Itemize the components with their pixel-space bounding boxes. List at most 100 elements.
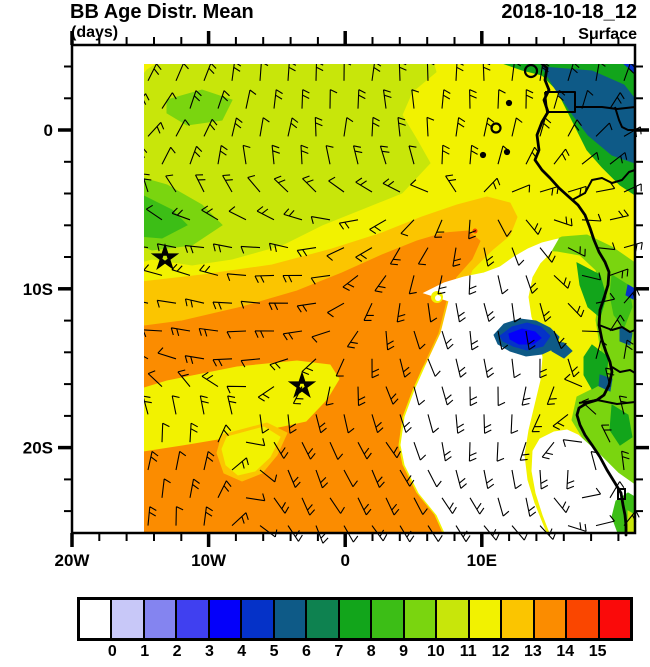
contour-fill-regions bbox=[72, 64, 636, 534]
wind-barb bbox=[144, 246, 149, 249]
wind-barb bbox=[175, 64, 189, 82]
wind-barb bbox=[352, 145, 363, 165]
wind-barb bbox=[116, 264, 134, 275]
wind-barb bbox=[581, 213, 602, 222]
wind-barb bbox=[413, 330, 426, 350]
plot-level-label: Surface bbox=[578, 26, 637, 43]
wind-barb bbox=[329, 89, 338, 109]
wind-barb bbox=[483, 303, 495, 322]
colorbar-cell bbox=[142, 600, 176, 638]
wind-barb bbox=[118, 396, 126, 415]
wind-barb bbox=[546, 386, 557, 405]
wind-barb bbox=[301, 89, 310, 109]
wind-barb bbox=[245, 493, 266, 502]
wind-barb bbox=[203, 64, 217, 81]
wind-barb bbox=[497, 89, 506, 109]
wind-barb bbox=[369, 219, 387, 235]
wind-barb bbox=[147, 506, 157, 526]
wind-barb bbox=[328, 176, 345, 193]
wind-barb bbox=[189, 422, 198, 443]
wind-barb bbox=[240, 358, 261, 368]
wind-barb bbox=[92, 507, 102, 525]
wind-barb bbox=[92, 67, 108, 81]
colorbar-tick-label: 10 bbox=[426, 643, 445, 660]
wind-barb bbox=[399, 469, 415, 487]
wind-barb bbox=[217, 424, 232, 443]
wind-barb bbox=[92, 451, 102, 470]
wind-barb bbox=[483, 358, 495, 378]
wind-barb bbox=[510, 414, 519, 434]
wind-barb bbox=[343, 469, 358, 488]
wind-barb bbox=[231, 512, 249, 527]
wind-barb bbox=[240, 300, 261, 309]
wind-barb bbox=[89, 207, 106, 220]
wind-barb bbox=[483, 414, 492, 434]
lat-axis-label: 10S bbox=[23, 280, 53, 299]
wind-barb bbox=[552, 413, 569, 430]
wind-barb bbox=[355, 177, 373, 193]
wind-barb bbox=[231, 117, 243, 137]
wind-barb bbox=[302, 34, 310, 53]
colorbar-tick-label: 12 bbox=[491, 643, 510, 660]
wind-barb bbox=[553, 497, 570, 513]
wind-barb bbox=[371, 414, 384, 434]
wind-barb bbox=[87, 328, 106, 336]
colorbar-tick-label: 13 bbox=[524, 643, 542, 660]
wind-barb bbox=[455, 358, 467, 378]
wind-barb bbox=[483, 469, 495, 490]
colorbar-cell bbox=[207, 600, 241, 638]
wind-barb bbox=[310, 274, 331, 285]
wind-barb bbox=[231, 64, 242, 81]
wind-barb bbox=[343, 117, 354, 137]
wind-barb bbox=[302, 175, 317, 193]
wind-barb bbox=[147, 370, 163, 388]
wind-barb bbox=[519, 442, 530, 461]
wind-barb bbox=[455, 414, 465, 434]
wind-barb bbox=[511, 358, 521, 379]
wind-barb bbox=[408, 275, 417, 295]
colorbar-cell bbox=[435, 600, 468, 638]
wind-barb bbox=[105, 344, 120, 359]
wind-barb bbox=[201, 371, 219, 388]
wind-barb bbox=[246, 34, 254, 53]
white-corner-sw bbox=[72, 503, 104, 533]
wind-barb bbox=[228, 206, 247, 221]
colorbar-tick-label: 8 bbox=[366, 643, 376, 660]
wind-barb bbox=[609, 314, 625, 332]
wind-barb bbox=[511, 247, 525, 266]
wind-barb bbox=[511, 117, 523, 137]
colorbar-tick-label: 0 bbox=[107, 643, 117, 660]
wind-barb bbox=[601, 424, 612, 443]
wind-barb bbox=[379, 145, 390, 165]
wind-barb bbox=[156, 243, 177, 252]
wind-barb bbox=[371, 64, 382, 81]
wind-barb bbox=[325, 145, 334, 165]
wind-barb bbox=[212, 243, 233, 253]
wind-barb bbox=[539, 358, 547, 379]
wind-barb bbox=[410, 179, 429, 193]
wind-barb bbox=[469, 497, 485, 515]
wind-barb bbox=[161, 92, 177, 109]
wind-barb bbox=[497, 330, 509, 351]
colorbar-cell bbox=[305, 600, 338, 638]
bin10-green-patch bbox=[72, 433, 92, 483]
coastal-box-marker bbox=[617, 488, 626, 500]
lat-axis-label: 0 bbox=[44, 121, 53, 140]
bin0-white-land-se bbox=[531, 429, 636, 534]
wind-barb bbox=[171, 395, 180, 415]
wind-barb bbox=[553, 216, 573, 227]
wind-barb bbox=[427, 358, 441, 377]
island-outline bbox=[505, 99, 513, 107]
wind-barb bbox=[226, 273, 247, 281]
wind-barb bbox=[144, 264, 163, 276]
wind-barb bbox=[595, 242, 616, 251]
wind-barb bbox=[78, 97, 95, 109]
wind-barb bbox=[198, 327, 219, 337]
wind-barb bbox=[175, 119, 190, 137]
wind-barb bbox=[222, 174, 233, 193]
country-border bbox=[611, 366, 636, 374]
wind-barb bbox=[199, 264, 219, 276]
wind-barb bbox=[609, 152, 628, 165]
wind-barb bbox=[609, 92, 625, 109]
yellow-lobe bbox=[221, 426, 281, 476]
